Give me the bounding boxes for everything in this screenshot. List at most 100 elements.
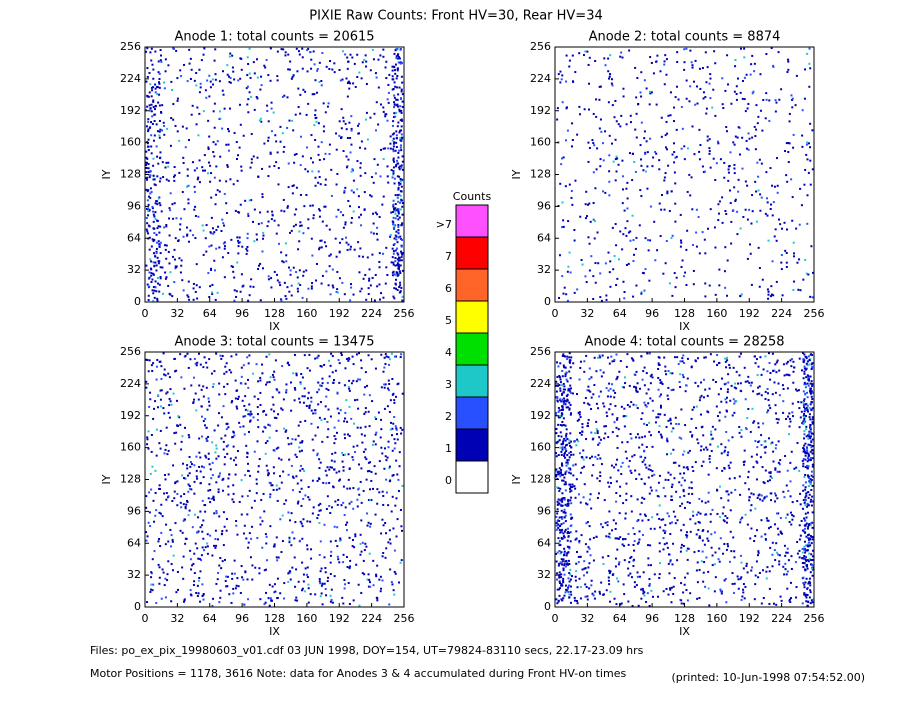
count-pixel	[688, 486, 691, 489]
count-pixel	[723, 270, 726, 273]
count-pixel	[393, 101, 396, 104]
count-pixel	[242, 134, 245, 137]
count-pixel	[757, 426, 760, 429]
count-pixel	[195, 531, 198, 534]
count-pixel	[634, 247, 637, 250]
count-pixel	[681, 476, 684, 479]
count-pixel	[331, 68, 334, 71]
count-pixel	[145, 109, 148, 112]
count-pixel	[281, 408, 284, 411]
count-pixel	[802, 462, 805, 465]
count-pixel	[597, 443, 600, 446]
count-pixel	[356, 75, 359, 78]
count-pixel	[310, 67, 313, 70]
count-pixel	[260, 120, 263, 123]
count-pixel	[811, 511, 814, 514]
count-pixel	[391, 69, 394, 72]
count-pixel	[790, 178, 793, 181]
count-pixel	[704, 388, 707, 391]
count-pixel	[267, 136, 270, 139]
count-pixel	[257, 398, 260, 401]
count-pixel	[349, 151, 352, 154]
x-tick-label: 96	[645, 307, 659, 320]
count-pixel	[564, 372, 567, 375]
count-pixel	[628, 152, 631, 155]
count-pixel	[215, 544, 218, 547]
count-pixel	[776, 191, 779, 194]
count-pixel	[769, 167, 772, 170]
count-pixel	[686, 572, 689, 575]
count-pixel	[220, 357, 223, 360]
count-pixel	[649, 56, 652, 59]
count-pixel	[708, 455, 711, 458]
count-pixel	[378, 283, 381, 286]
count-pixel	[673, 106, 676, 109]
count-pixel	[760, 394, 763, 397]
count-pixel	[559, 472, 562, 475]
count-pixel	[150, 245, 153, 248]
count-pixel	[163, 492, 166, 495]
count-pixel	[369, 461, 372, 464]
count-pixel	[395, 238, 398, 241]
count-pixel	[704, 252, 707, 255]
count-pixel	[757, 422, 760, 425]
count-pixel	[599, 471, 602, 474]
count-pixel	[720, 443, 723, 446]
count-pixel	[753, 62, 756, 65]
count-pixel	[281, 365, 284, 368]
count-pixel	[202, 110, 205, 113]
count-pixel	[387, 379, 390, 382]
count-pixel	[280, 481, 283, 484]
count-pixel	[158, 245, 161, 248]
count-pixel	[359, 542, 362, 545]
count-pixel	[227, 477, 230, 480]
count-pixel	[592, 171, 595, 174]
count-pixel	[389, 135, 392, 138]
count-pixel	[289, 60, 292, 63]
count-pixel	[223, 385, 226, 388]
count-pixel	[667, 471, 670, 474]
count-pixel	[241, 399, 244, 402]
count-pixel	[699, 413, 702, 416]
count-pixel	[773, 381, 776, 384]
count-pixel	[701, 165, 704, 168]
count-pixel	[325, 482, 328, 485]
count-pixel	[276, 279, 279, 282]
count-pixel	[219, 354, 222, 357]
count-pixel	[299, 93, 302, 96]
count-pixel	[342, 501, 345, 504]
count-pixel	[626, 207, 629, 210]
count-pixel	[751, 136, 754, 139]
count-pixel	[766, 566, 769, 569]
count-pixel	[559, 552, 562, 555]
count-pixel	[393, 415, 396, 418]
count-pixel	[716, 354, 719, 357]
count-pixel	[629, 121, 632, 124]
count-pixel	[743, 463, 746, 466]
count-pixel	[270, 130, 273, 133]
count-pixel	[774, 110, 777, 113]
count-pixel	[361, 255, 364, 258]
count-pixel	[638, 446, 641, 449]
count-pixel	[664, 172, 667, 175]
count-pixel	[168, 207, 171, 210]
count-pixel	[301, 67, 304, 70]
count-pixel	[567, 220, 570, 223]
count-pixel	[185, 503, 188, 506]
count-texture	[145, 352, 404, 607]
count-pixel	[164, 577, 167, 580]
count-pixel	[397, 263, 400, 266]
count-pixel	[808, 416, 811, 419]
count-pixel	[702, 448, 705, 451]
count-pixel	[777, 418, 780, 421]
count-pixel	[225, 423, 228, 426]
count-pixel	[358, 122, 361, 125]
count-pixel	[802, 414, 805, 417]
count-pixel	[256, 238, 259, 241]
count-pixel	[340, 108, 343, 111]
count-pixel	[585, 190, 588, 193]
count-pixel	[747, 470, 750, 473]
count-pixel	[621, 248, 624, 251]
count-pixel	[226, 383, 229, 386]
count-pixel	[665, 373, 668, 376]
